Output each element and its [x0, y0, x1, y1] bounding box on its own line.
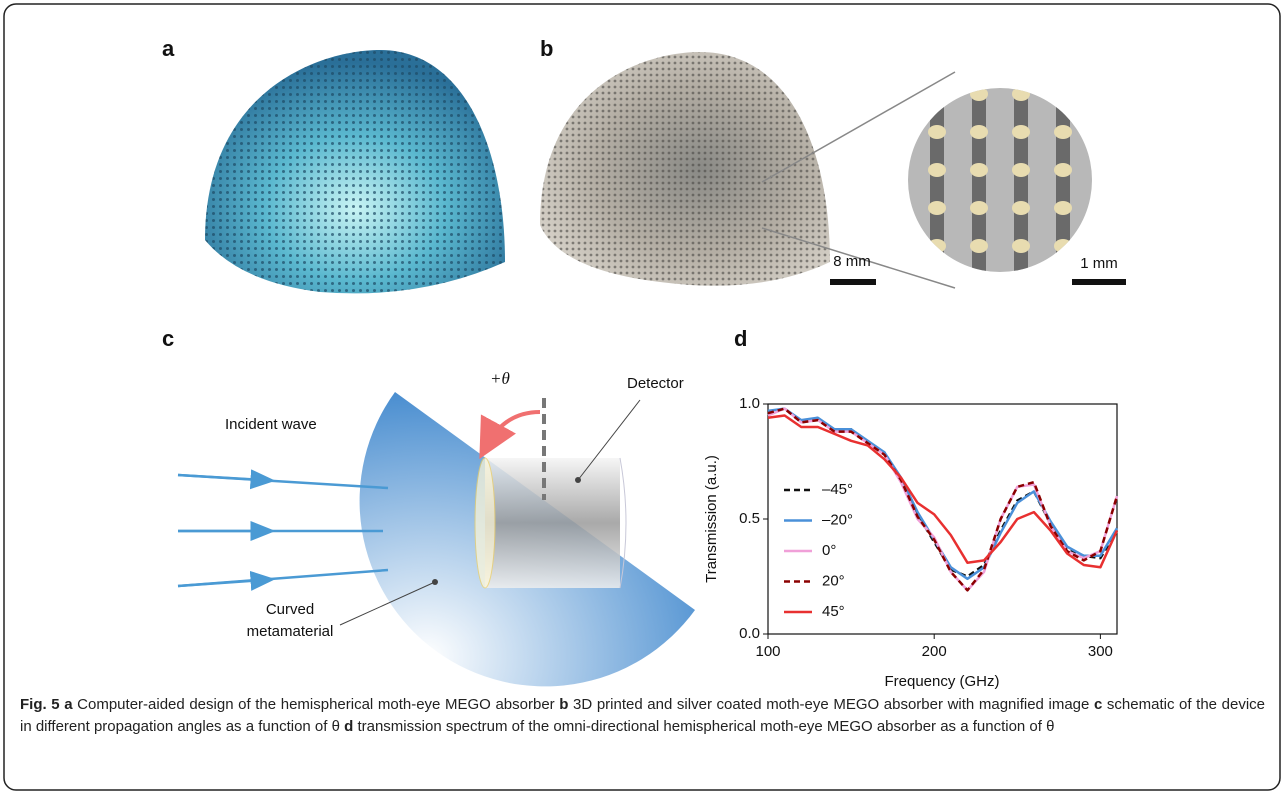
figure-caption: Fig. 5 a Computer-aided design of the he… — [20, 694, 1265, 738]
y-axis-label: Transmission (a.u.) — [703, 455, 720, 583]
figure-canvas: 8 mm 1 mm +θ Incident wave Detector Curv… — [0, 0, 1284, 795]
panel-label: c — [162, 326, 174, 351]
panel-label: a — [162, 36, 175, 61]
caption-text: transmission spectrum of the omni-direct… — [353, 718, 1054, 735]
caption-text: Fig. 5 a — [20, 696, 73, 713]
series-line — [768, 409, 1117, 591]
y-tick-label: 0.5 — [739, 510, 760, 527]
caption-text: d — [344, 718, 353, 735]
wave-arrow — [178, 475, 263, 480]
moth-eye-pattern — [205, 50, 505, 293]
legend-label: 45° — [822, 603, 845, 620]
legend-label: –45° — [822, 481, 853, 498]
legend-label: 0° — [822, 542, 836, 559]
magnified-pattern — [908, 88, 1092, 272]
angle-label: +θ — [490, 369, 510, 388]
plot-frame — [768, 404, 1117, 634]
leader-dot — [575, 477, 581, 483]
caption-text: Computer-aided design of the hemispheric… — [73, 696, 560, 713]
y-tick-label: 0.0 — [739, 625, 760, 642]
x-tick-label: 100 — [755, 643, 780, 660]
x-tick-label: 300 — [1088, 643, 1113, 660]
x-axis-label: Frequency (GHz) — [884, 673, 999, 690]
y-tick-label: 1.0 — [739, 395, 760, 412]
scale-bar — [1072, 279, 1126, 285]
detector-body — [485, 458, 620, 588]
panel-label: d — [734, 326, 747, 351]
metamaterial-label: Curved — [266, 601, 314, 618]
series-line — [768, 409, 1117, 591]
legend-label: 20° — [822, 572, 845, 589]
caption-text: 3D printed and silver coated moth-eye ME… — [568, 696, 1094, 713]
scale-label: 8 mm — [833, 253, 871, 270]
detector-label: Detector — [627, 375, 684, 392]
legend-label: –20° — [822, 511, 853, 528]
metamaterial-label: metamaterial — [247, 623, 334, 640]
wave-arrow — [178, 580, 263, 586]
panel-label: b — [540, 36, 553, 61]
detector-face — [475, 458, 495, 588]
scale-bar — [830, 279, 876, 285]
leader-dot — [432, 579, 438, 585]
scale-label: 1 mm — [1080, 255, 1118, 272]
figure: 8 mm 1 mm +θ Incident wave Detector Curv… — [0, 0, 1284, 795]
x-tick-label: 200 — [922, 643, 947, 660]
incident-label: Incident wave — [225, 416, 317, 433]
angle-arrow — [487, 412, 540, 445]
